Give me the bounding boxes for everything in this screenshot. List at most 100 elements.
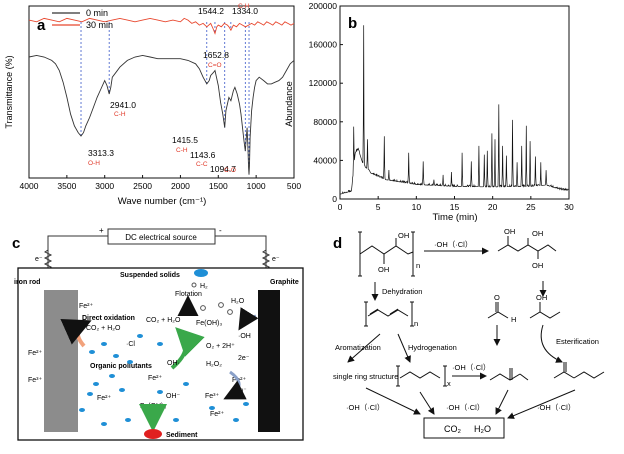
ion-dot (109, 374, 115, 378)
oh-cl-chain-label: ·OH（·Cl） (452, 363, 490, 372)
esterification-label: Esterification (556, 337, 599, 346)
graphite-electrode (258, 290, 280, 432)
ion-dot (101, 342, 107, 346)
sediment-icon (144, 429, 162, 439)
panel-b-y-tick-label: 200000 (309, 1, 338, 11)
arrow-aromatization (347, 333, 381, 363)
oxidation-arrow (60, 318, 92, 348)
suspended-solids-label: Suspended solids (120, 272, 180, 279)
panel-b-y-tick-label: 160000 (309, 40, 338, 50)
polyene-chain (367, 308, 409, 317)
peak-wavenumber-label: 1334.0 (232, 6, 258, 16)
panel-a-peak-guides (80, 22, 250, 175)
hydrogenation-label: Hydrogenation (408, 343, 457, 352)
fragment-bonds (507, 236, 539, 259)
panel-a-x-tick-label: 500 (287, 181, 301, 191)
n-subscript-1: n (416, 261, 420, 270)
oh-label-3: OH (504, 227, 515, 236)
legend-30min-label: 30 min (86, 20, 113, 30)
electron-right: e⁻ (272, 256, 280, 263)
single-ring-label: single ring structure (333, 372, 398, 381)
panel-b-chromatogram-line (339, 25, 569, 195)
h2-top-label: H₂ (200, 283, 208, 290)
series-30min-line (28, 17, 295, 35)
aromatization-label: Aromatization (335, 343, 381, 352)
panel-a-x-axis: 4000 3500 3000 2500 2000 1500 1000 500 (20, 175, 301, 191)
dc-source-label: DC electrical source (125, 233, 197, 242)
series-0min-line (28, 54, 295, 175)
final-products-box (423, 417, 505, 439)
panel-b-y-tick-label: 80000 (313, 117, 337, 127)
two-e-label: 2e⁻ (238, 355, 250, 362)
oh-cl-left-label: ·OH（·Cl） (346, 403, 384, 412)
ion-dot (89, 350, 95, 354)
panel-a-x-tick-label: 2500 (133, 181, 152, 191)
panel-a-x-tick-label: 3500 (57, 181, 76, 191)
final-co2-label: CO₂ (444, 424, 462, 434)
o-label: O (494, 293, 500, 302)
peak-wavenumber-label: 1415.5 (172, 135, 198, 145)
organic-pollutants-label: Organic pollutants (90, 363, 152, 370)
oh-minus-label: OH⁻ (166, 393, 181, 400)
panel-b-x-tick-label: 15 (450, 202, 460, 212)
panel-b-gcms-chart: 0 5 10 15 20 25 30 0 40000 80000 120000 160000 20000… (284, 1, 574, 223)
ion-dot (101, 422, 107, 426)
radical-attack-arrow (170, 327, 205, 370)
co2-h2o-left-label: CO₂ + H₂O (86, 325, 121, 332)
oh-label-2: OH (398, 231, 409, 240)
peak-wavenumber-label: 1094.7 (210, 164, 236, 174)
flotation-label: Flotation (175, 291, 202, 298)
graphite-label: Graphite (270, 279, 299, 286)
fe3-center-label: Fe³⁺ (205, 393, 220, 400)
oh-label-6: OH (536, 293, 547, 302)
peak-group-label: C-H (176, 147, 188, 154)
left-wire (47, 235, 108, 270)
regeneration-arrow (223, 370, 247, 400)
ion-dot (173, 418, 179, 422)
ion-dot (119, 388, 125, 392)
fe3-side-label: Fe³⁺ (28, 377, 43, 384)
panel-c-letter: c (12, 235, 20, 252)
peak-group-label: C-O (224, 167, 236, 174)
oh-center-label: OH· (167, 360, 180, 367)
panel-a-x-tick-label: 4000 (20, 181, 39, 191)
oh-right-label: ·OH (238, 333, 251, 340)
ion-dot (209, 406, 215, 410)
cathode-arrow (238, 307, 259, 331)
oh-cl-right-label: ·OH（·Cl） (537, 403, 575, 412)
oh-cl-label-1: ·OH（·Cl） (434, 240, 472, 249)
panel-b-y-tick-label: 120000 (309, 78, 338, 88)
ester-structure (553, 362, 605, 379)
legend-0min-label: 0 min (86, 8, 108, 18)
saturated-chain (399, 371, 441, 379)
electron-left: e⁻ (35, 256, 43, 263)
n-subscript-2: n (414, 319, 418, 328)
arrow-acid-final (495, 389, 509, 415)
arrow-esterification (540, 324, 563, 363)
ion-dot (113, 354, 119, 358)
h2o2-label: H₂O₂ (206, 361, 222, 368)
pva-hydroxyl-bonds (383, 238, 397, 264)
plus-sign: + (99, 226, 104, 235)
polyene-bracket-right (410, 301, 414, 327)
h2o-label: H₂O (231, 298, 245, 305)
left-resistor-icon (43, 249, 53, 270)
fe2-side-label: Fe²⁺ (28, 350, 43, 357)
electron-small-label: e⁻ (240, 388, 247, 394)
panel-a-xlabel: Wave number (cm⁻¹) (118, 196, 207, 207)
chain-bracket-right (443, 365, 447, 387)
panel-b-x-tick-label: 5 (376, 202, 381, 212)
ion-dot (137, 334, 143, 338)
ion-dot (157, 342, 163, 346)
panel-b-letter: b (348, 15, 357, 32)
peak-wavenumber-label: 1652.8 (203, 50, 229, 60)
arrow-ester-final (507, 389, 576, 419)
peak-group-label: O-H (88, 160, 100, 167)
panel-b-plot-frame (339, 5, 570, 200)
feoh3-top-label: Fe(OH)₃ (196, 320, 222, 327)
o2-2h-label: O₂ + 2H⁺ (206, 343, 235, 350)
panel-b-x-tick-label: 30 (564, 202, 574, 212)
arrow-hydrogenation (397, 333, 411, 363)
peak-group-label: C-H (114, 111, 126, 118)
